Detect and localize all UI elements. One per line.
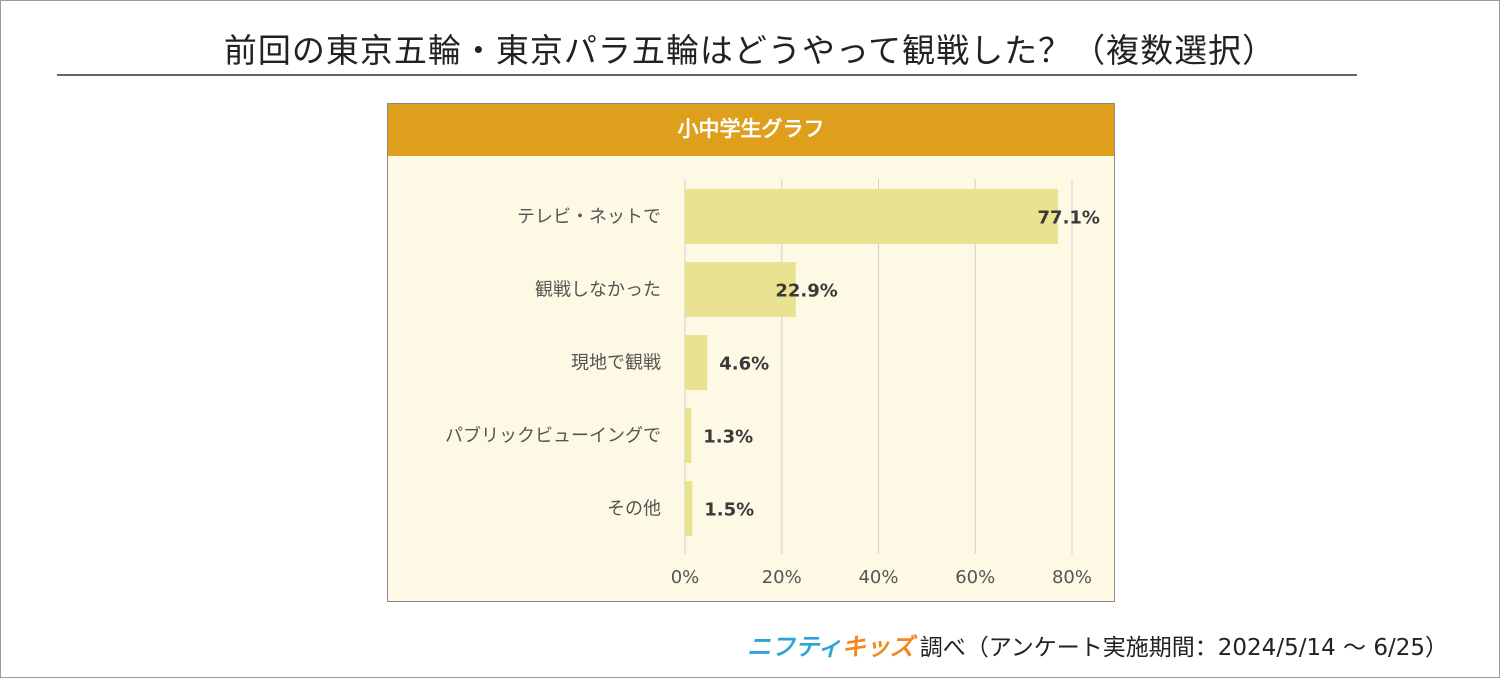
chart-title: 小中学生グラフ (388, 104, 1114, 156)
category-label: テレビ・ネットで (517, 207, 661, 228)
category-label: パブリックビューイングで (445, 425, 661, 447)
title-underline (57, 74, 1357, 76)
data-label: 22.9% (775, 281, 837, 302)
x-tick-label: 60% (955, 567, 995, 588)
bar-2 (685, 335, 708, 390)
data-label: 4.6% (719, 354, 769, 375)
x-tick-label: 40% (858, 567, 898, 588)
logo-text-kids: キッズ (841, 633, 914, 661)
footer-text: 調べ（アンケート実施期間：2024/5/14 ～ 6/25） (919, 635, 1448, 661)
page-title: 前回の東京五輪・東京パラ五輪はどうやって観戦した？（複数選択） (223, 31, 1277, 70)
data-label: 1.5% (704, 500, 754, 521)
footer-credit: ニフティキッズ 調べ（アンケート実施期間：2024/5/14 ～ 6/25） (747, 627, 1448, 662)
chart-panel: 小中学生グラフ 0% 20% 40% 60% 80% テレビ・ネットで 77.1% 観戦しなか… (387, 103, 1115, 602)
category-label: 現地で観戦 (571, 353, 661, 374)
x-tick-label: 0% (671, 567, 700, 588)
category-label: 観戦しなかった (535, 280, 661, 301)
x-tick-label: 80% (1052, 567, 1092, 588)
bar-0 (685, 189, 1058, 244)
bar-3 (685, 408, 692, 463)
bar-chart: 0% 20% 40% 60% 80% テレビ・ネットで 77.1% 観戦しなかった 22.9% 現… (445, 179, 1100, 588)
bar-1 (685, 262, 796, 317)
data-label: 1.3% (703, 427, 753, 448)
category-label: その他 (607, 499, 661, 520)
logo-text-nifty: ニフティ (747, 633, 842, 661)
bar-4 (685, 481, 693, 536)
x-tick-label: 20% (762, 567, 802, 588)
data-label: 77.1% (1038, 208, 1100, 229)
